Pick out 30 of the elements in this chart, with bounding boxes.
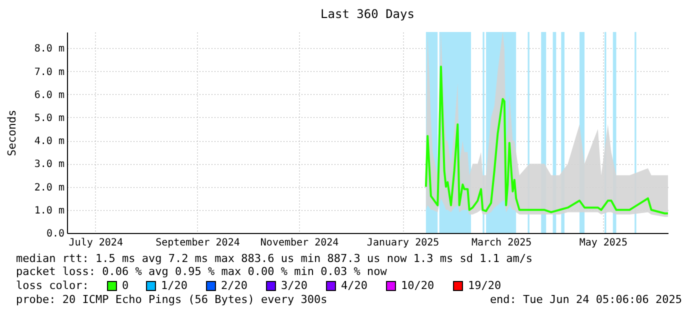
- legend-title: loss color:: [16, 279, 89, 292]
- legend-label: 0: [122, 279, 129, 292]
- legend-label: 3/20: [281, 279, 308, 292]
- text: probe: 20 ICMP Echo Pings (56 Bytes) every 300s: [16, 293, 328, 306]
- y-tick-label: 3.0 m: [34, 159, 64, 170]
- y-axis-title: Seconds: [6, 110, 18, 156]
- legend-label: 10/20: [401, 279, 434, 292]
- x-tick-label: May 2025: [579, 238, 628, 248]
- x-tick-label: September 2024: [156, 238, 240, 248]
- y-tick-label: 0.0: [46, 228, 64, 240]
- legend-label: 19/20: [468, 279, 502, 292]
- y-tick-label: 7.0 m: [34, 66, 64, 78]
- x-tick-label: November 2024: [260, 238, 339, 248]
- text: median rtt: 1.5 ms avg 7.2 ms max 883.6 us min 887.3 us now 1.3 ms sd 1.1 am/s: [16, 252, 533, 265]
- y-tick-label: 5.0 m: [34, 112, 64, 124]
- legend-label: 2/20: [221, 279, 248, 292]
- text: packet loss: 0.06 % avg 0.95 % max 0.00 % min 0.03 % now: [16, 265, 388, 278]
- y-tick-label: 4.0 m: [34, 136, 64, 148]
- x-tick-label: March 2025: [471, 238, 532, 248]
- y-tick-label: 2.0 m: [34, 182, 64, 194]
- text: end: Tue Jun 24 05:06:06 2025: [490, 293, 682, 306]
- y-tick-label: 6.0 m: [34, 90, 64, 101]
- legend-label: 4/20: [341, 279, 368, 292]
- legend-label: 1/20: [161, 279, 188, 292]
- x-tick-label: July 2024: [68, 238, 123, 248]
- y-tick-label: 8.0 m: [34, 44, 64, 55]
- x-tick-label: January 2025: [366, 238, 440, 248]
- line-series: [424, 66, 669, 214]
- chart-title: Last 360 Days: [320, 7, 414, 21]
- y-tick-label: 1.0 m: [34, 205, 64, 216]
